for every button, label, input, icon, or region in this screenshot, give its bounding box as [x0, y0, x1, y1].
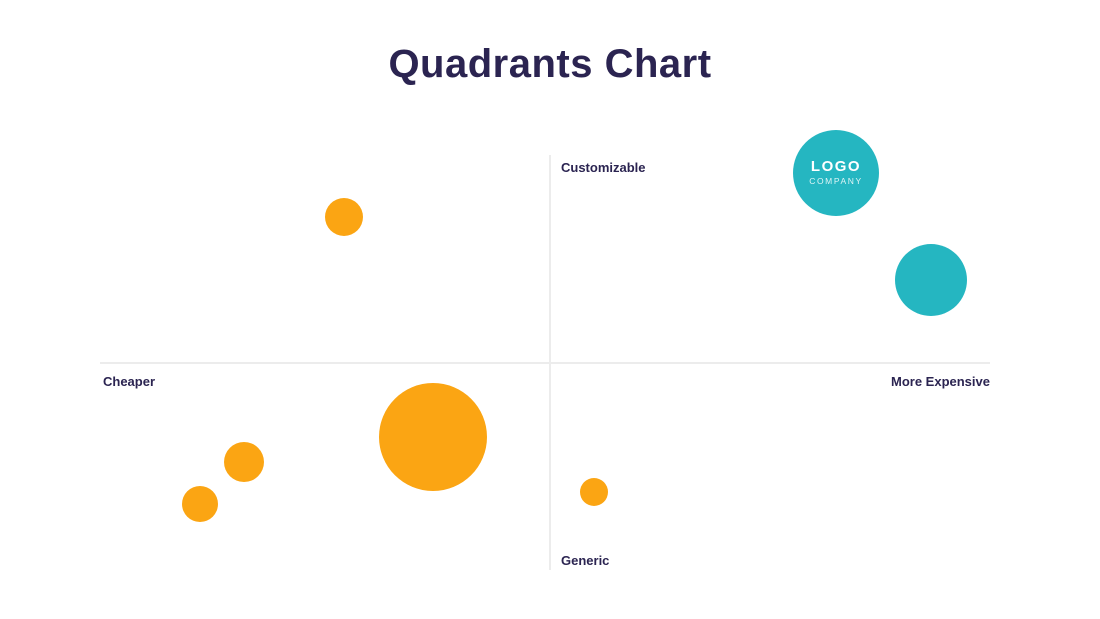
horizontal-axis-line — [100, 362, 990, 364]
logo-company-bubble: LOGO COMPANY — [793, 130, 879, 216]
axis-label-cheaper: Cheaper — [103, 374, 156, 389]
axis-label-more-expensive: More Expensive — [891, 374, 990, 389]
orange-bubble-large — [379, 383, 487, 491]
orange-bubble-mid — [224, 442, 264, 482]
orange-bubble-low-left — [182, 486, 218, 522]
vertical-axis-line — [549, 155, 551, 570]
chart-title: Quadrants Chart — [388, 42, 712, 86]
axis-label-customizable: Customizable — [561, 160, 646, 175]
teal-bubble — [895, 244, 967, 316]
axis-label-generic: Generic — [561, 553, 610, 568]
logo-text-line2: COMPANY — [809, 175, 863, 186]
orange-bubble-upper-left — [325, 198, 363, 236]
orange-bubble-small — [580, 478, 608, 506]
logo-text-line1: LOGO — [810, 158, 862, 176]
